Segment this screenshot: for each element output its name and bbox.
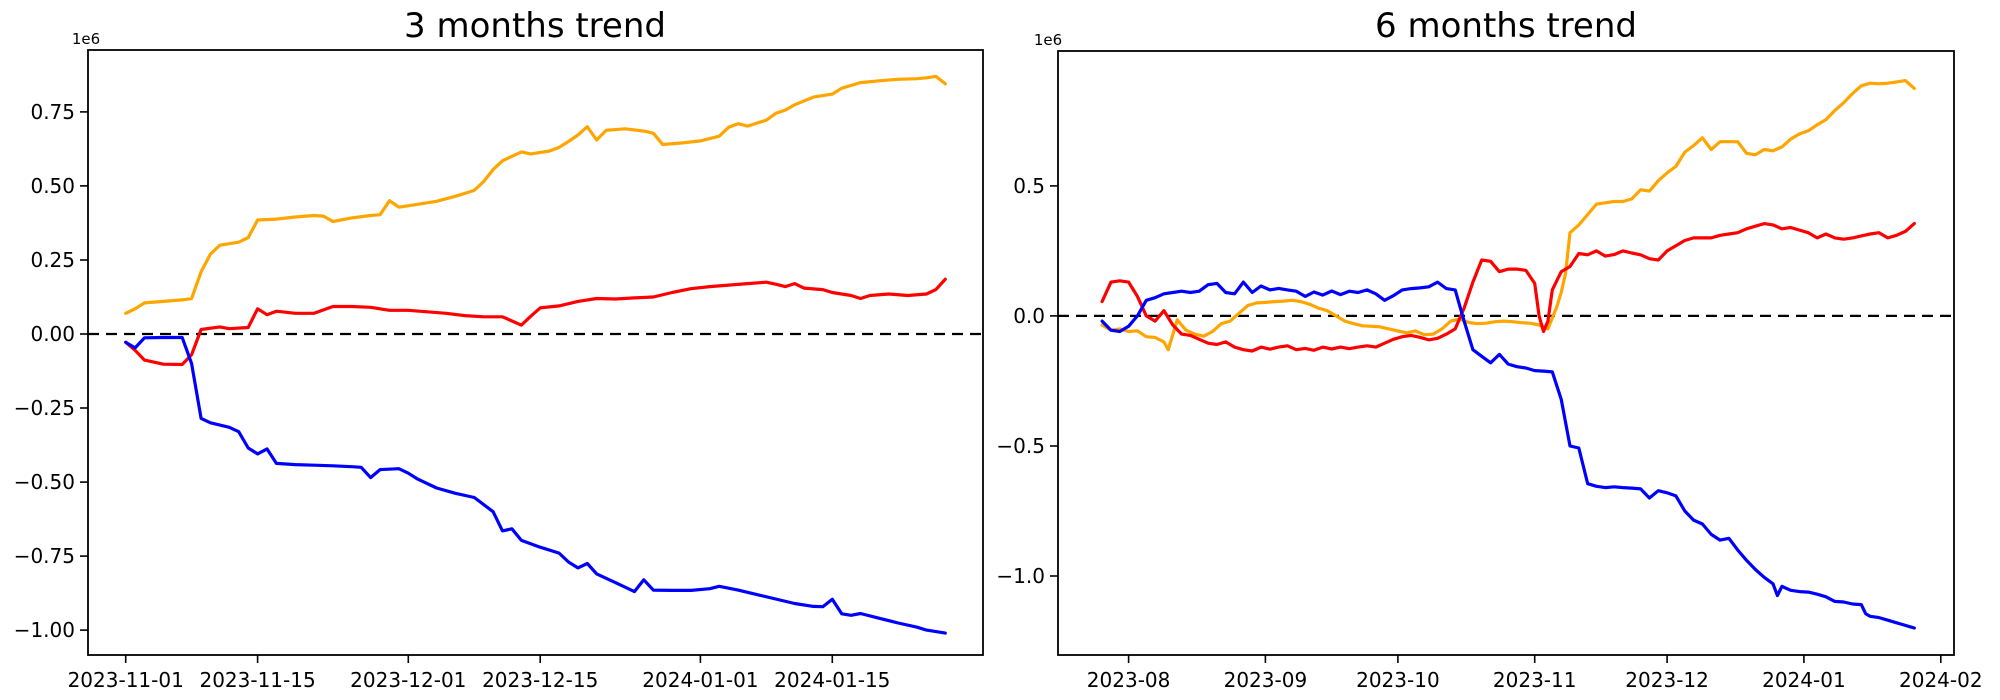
- y-tick-label: −0.25: [14, 396, 75, 420]
- x-tick-label: 2024-01: [1762, 668, 1846, 692]
- y-axis-offset-label: 1e6: [1034, 31, 1062, 49]
- y-tick-label: 0.75: [30, 100, 75, 124]
- y-tick-label: −1.00: [14, 618, 75, 642]
- y-tick-label: 0.50: [30, 174, 75, 198]
- y-tick-label: −1.0: [996, 564, 1045, 588]
- x-tick-label: 2023-12-01: [350, 668, 466, 692]
- x-tick-label: 2023-11-01: [68, 668, 184, 692]
- plot-area: 2023-11-01 2023-11-15 2023-12-01 2023-12-15…: [14, 49, 984, 692]
- series-line-red: [124, 277, 947, 367]
- chart-6-months-trend: 6 months trend 1e6 2023-08 2023-09 2023-10…: [996, 6, 1982, 692]
- series-line-blue: [124, 335, 947, 635]
- x-tick-label: 2023-11-15: [199, 668, 315, 692]
- plot-area: 2023-08 2023-09 2023-10 2023-11 2023-12 2024-…: [996, 50, 1983, 692]
- y-tick-label: −0.50: [14, 470, 75, 494]
- series-line-orange: [124, 74, 947, 315]
- series-line-blue: [1100, 280, 1916, 630]
- plot-border: [1057, 50, 1955, 656]
- y-tick-label: 0.5: [1013, 174, 1045, 198]
- y-tick-label: 0.00: [30, 322, 75, 346]
- y-axis-offset-label: 1e6: [72, 30, 100, 48]
- y-tick-label: 0.25: [30, 248, 75, 272]
- x-tick-label: 2023-11: [1493, 668, 1577, 692]
- y-tick-label: 0.0: [1013, 304, 1045, 328]
- x-tick-label: 2023-08: [1087, 668, 1171, 692]
- series-line-orange: [1100, 78, 1916, 352]
- series-line-red: [1100, 222, 1916, 353]
- x-tick-label: 2023-10: [1356, 668, 1440, 692]
- y-tick-label: −0.5: [996, 434, 1045, 458]
- chart-3-months-trend: 3 months trend 1e6 2023-11-01 2023-11-15 2…: [14, 6, 984, 692]
- x-tick-label: 2023-12-15: [482, 668, 598, 692]
- plot-border: [87, 49, 984, 656]
- x-tick-label: 2024-01-01: [642, 668, 758, 692]
- x-tick-label: 2024-01-15: [774, 668, 890, 692]
- x-tick-label: 2023-09: [1224, 668, 1308, 692]
- chart-title: 6 months trend: [1375, 6, 1637, 46]
- x-tick-label: 2024-02: [1899, 668, 1983, 692]
- y-tick-label: −0.75: [14, 544, 75, 568]
- x-tick-label: 2023-12: [1625, 668, 1709, 692]
- chart-title: 3 months trend: [404, 6, 666, 46]
